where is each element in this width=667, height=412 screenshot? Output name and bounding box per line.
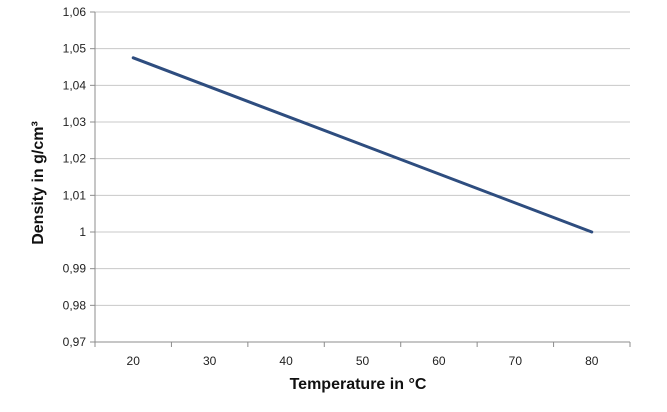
y-tick-label: 1,06 (63, 5, 87, 19)
y-tick-label: 1,05 (63, 42, 87, 56)
y-tick-label: 0,97 (63, 335, 87, 349)
x-tick-label: 70 (509, 354, 523, 368)
y-axis-title: Density in g/cm³ (30, 121, 47, 245)
y-tick-label: 1 (79, 225, 86, 239)
y-tick-label: 0,99 (63, 262, 87, 276)
series-line-density (131, 56, 594, 234)
y-tick-label: 1,04 (63, 78, 87, 92)
y-tick-label: 1,01 (63, 188, 87, 202)
x-tick-label: 30 (203, 354, 217, 368)
y-tick-label: 0,98 (63, 298, 87, 312)
x-tick-label: 40 (279, 354, 293, 368)
axes (90, 11, 631, 347)
y-tick-label: 1,02 (63, 152, 87, 166)
tick-labels: 0,97 0,98 0,99 1 1,01 1,02 1,03 1,04 1,05 1,06 20 3… (63, 5, 599, 368)
x-tick-label: 20 (127, 354, 141, 368)
y-tick-label: 1,03 (63, 115, 87, 129)
x-tick-label: 60 (432, 354, 446, 368)
x-axis-title: Temperature in °C (290, 376, 427, 393)
x-tick-label: 80 (585, 354, 599, 368)
series-layer (131, 56, 594, 234)
grid-lines (95, 11, 630, 306)
x-tick-label: 50 (356, 354, 370, 368)
